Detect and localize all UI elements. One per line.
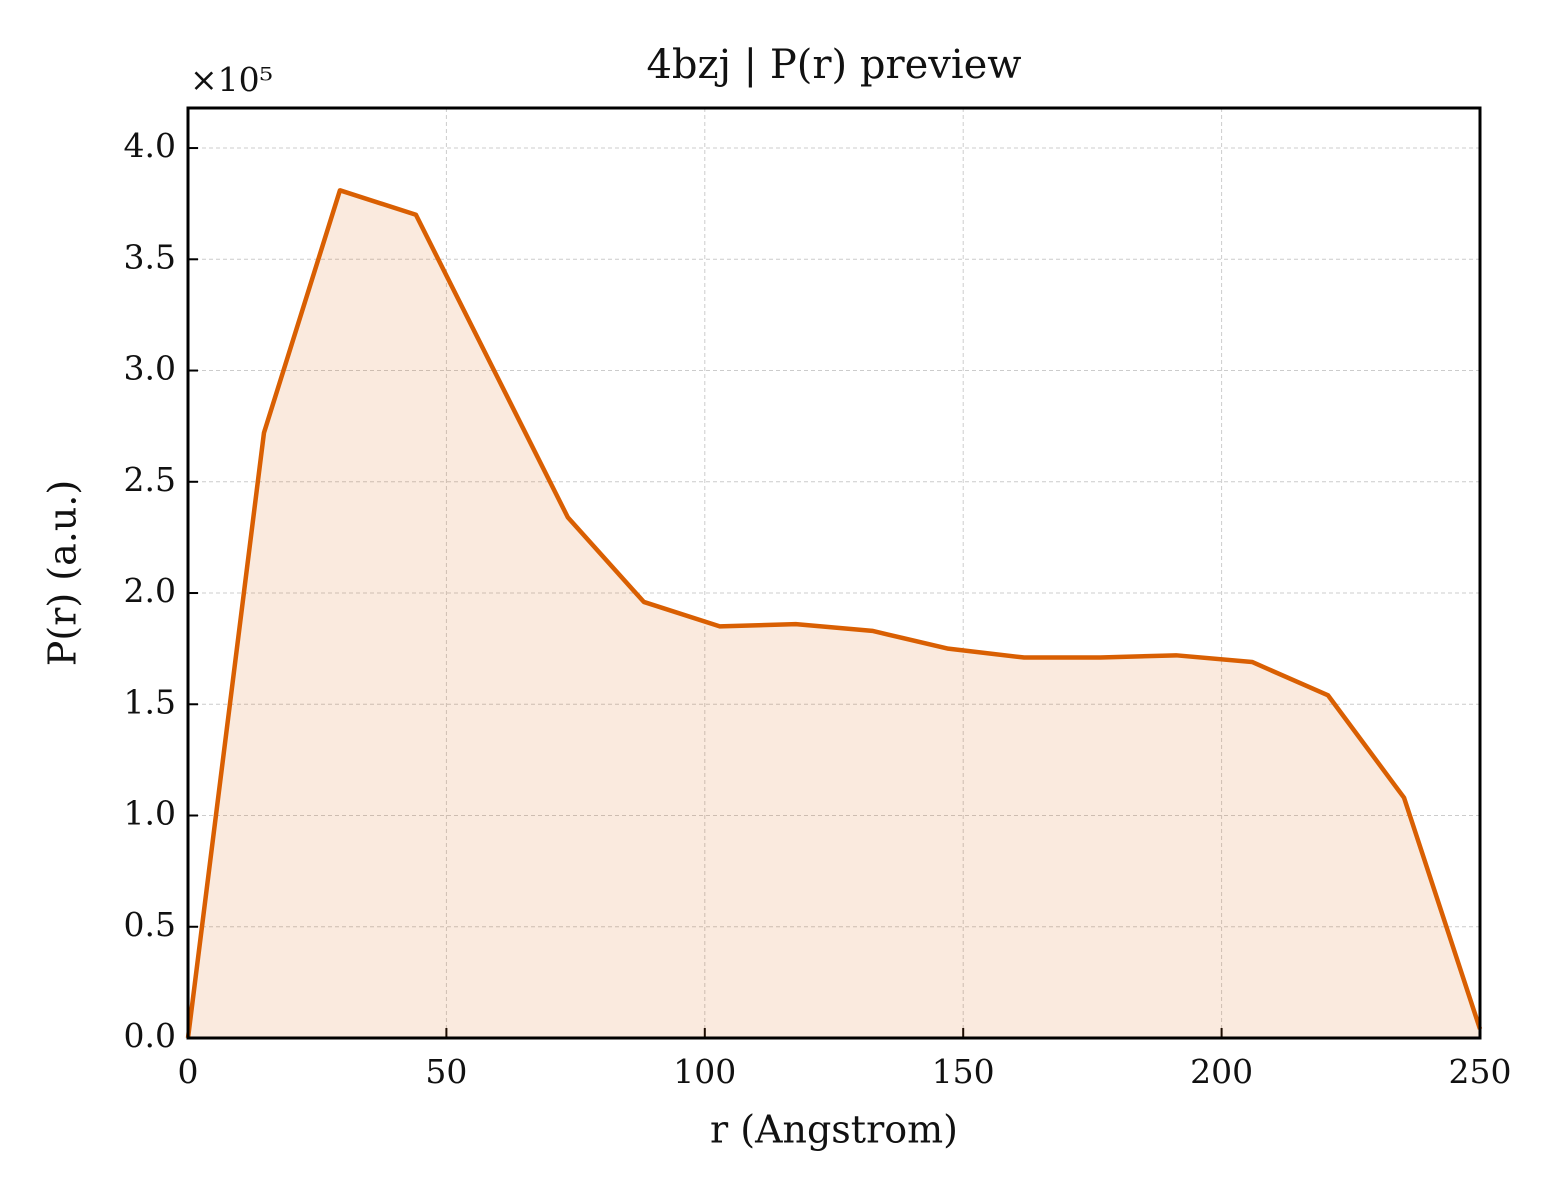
x-tick-label: 100 (673, 1052, 736, 1091)
chart-title: 4bzj | P(r) preview (646, 42, 1021, 88)
area (188, 190, 1480, 1039)
y-tick-label: 0.5 (124, 905, 176, 944)
y-axis-label: P(r) (a.u.) (41, 480, 85, 666)
x-tick-label: 250 (1449, 1052, 1512, 1091)
x-axis-label: r (Angstrom) (710, 1108, 958, 1152)
x-tick-label: 200 (1190, 1052, 1253, 1091)
y-tick-label: 3.0 (124, 349, 176, 388)
y-tick-label: 1.0 (124, 794, 176, 833)
y-tick-label: 0.0 (124, 1016, 176, 1055)
y-tick-label: 1.5 (124, 682, 176, 721)
y-tick-label: 4.0 (124, 126, 176, 165)
y-tick-label: 3.5 (124, 237, 176, 276)
x-tick-label: 50 (425, 1052, 467, 1091)
y-tick-label: 2.5 (124, 460, 176, 499)
x-tick-label: 0 (178, 1052, 199, 1091)
line (185, 188, 1483, 1039)
plot-frame (186, 106, 1482, 1040)
y-offset-label: ×10⁵ (190, 60, 273, 99)
x-tick-label: 150 (932, 1052, 995, 1091)
y-tick-label: 2.0 (124, 571, 176, 610)
